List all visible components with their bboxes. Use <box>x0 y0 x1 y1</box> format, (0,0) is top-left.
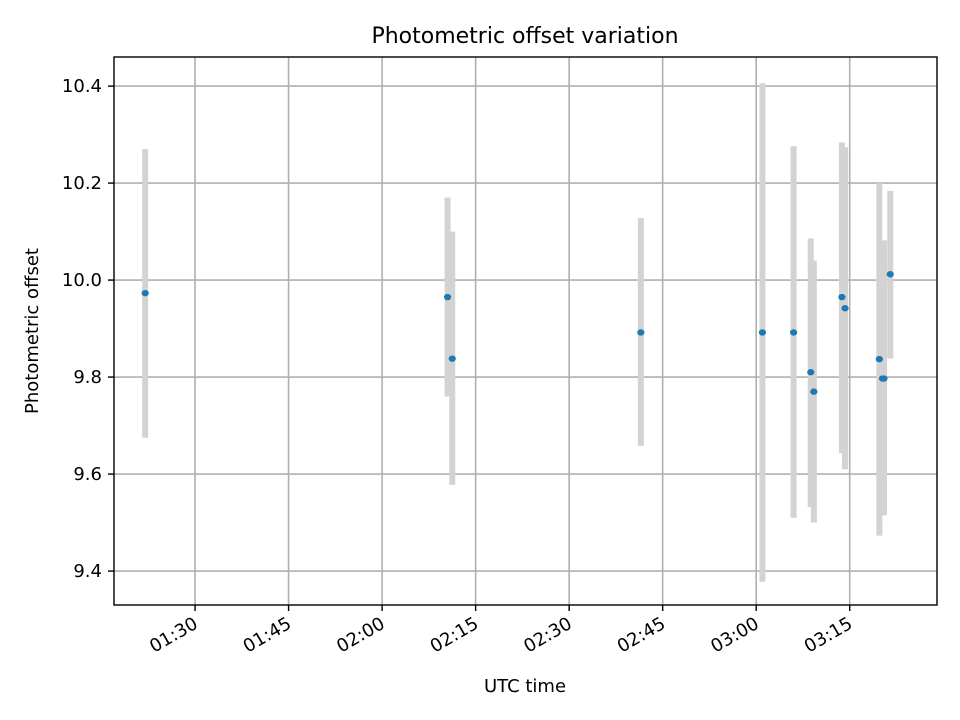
data-point <box>838 293 846 301</box>
data-point <box>886 271 894 278</box>
data-point <box>637 329 645 336</box>
data-point <box>807 369 815 376</box>
y-tick-label: 9.8 <box>73 367 102 388</box>
data-point <box>875 355 883 363</box>
y-tick-label: 9.6 <box>73 464 102 485</box>
data-point <box>880 375 888 382</box>
grid <box>114 57 937 605</box>
chart-title: Photometric offset variation <box>371 24 678 49</box>
y-tick-label: 9.4 <box>73 561 102 582</box>
data-point <box>141 289 149 297</box>
data-point <box>841 305 849 312</box>
data-points <box>141 271 894 395</box>
data-point <box>448 355 456 362</box>
plot-frame <box>113 56 938 606</box>
y-tick-label: 10.0 <box>62 270 102 291</box>
y-tick-label: 10.2 <box>62 173 102 194</box>
data-point <box>789 329 798 336</box>
y-tick-label: 10.4 <box>62 76 102 97</box>
y-axis-label: Photometric offset <box>22 248 43 414</box>
data-point <box>810 388 818 395</box>
data-point <box>758 329 767 336</box>
data-point <box>443 293 452 301</box>
x-axis-label: UTC time <box>484 676 566 697</box>
